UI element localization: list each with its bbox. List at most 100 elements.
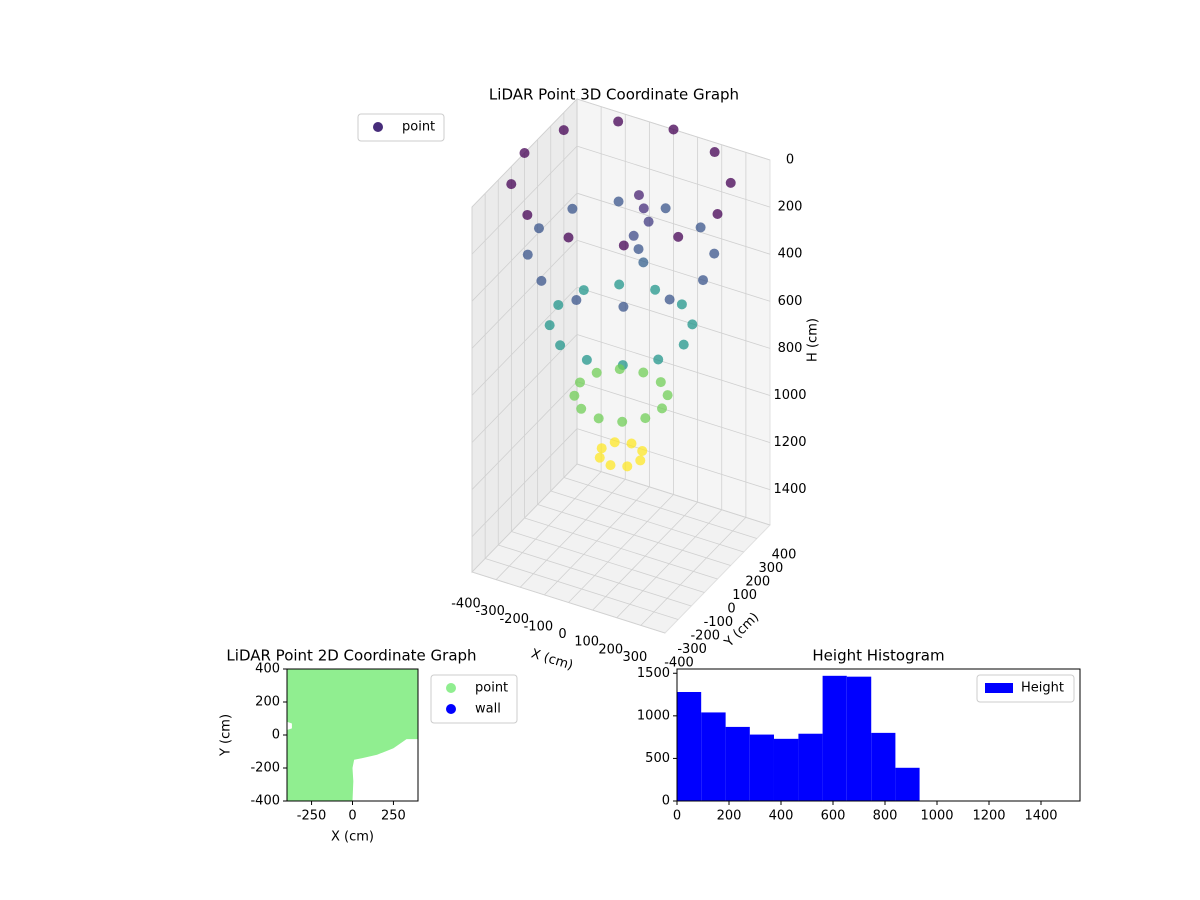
point bbox=[668, 124, 679, 135]
grid-line bbox=[576, 192, 771, 255]
grid-line bbox=[576, 145, 771, 208]
x-axis-label: X (cm) bbox=[331, 830, 374, 845]
x-tick-label: 200 bbox=[717, 809, 742, 824]
y-tick-label: 500 bbox=[645, 751, 670, 766]
point bbox=[609, 437, 620, 448]
point bbox=[596, 443, 607, 454]
point bbox=[650, 284, 661, 295]
point bbox=[657, 403, 668, 414]
grid-line bbox=[576, 334, 771, 396]
point bbox=[653, 354, 664, 365]
z-tick-label: 1000 bbox=[773, 388, 806, 403]
point bbox=[638, 257, 649, 268]
point bbox=[662, 390, 673, 401]
legend-marker bbox=[373, 122, 383, 132]
y-tick-label: -300 bbox=[677, 642, 707, 657]
z-tick-label: 600 bbox=[778, 294, 803, 309]
point bbox=[687, 319, 698, 330]
legend-label: wall bbox=[475, 702, 501, 717]
x-tick-label: -200 bbox=[499, 612, 529, 627]
bar bbox=[677, 691, 702, 801]
point bbox=[614, 364, 625, 375]
point bbox=[576, 403, 587, 414]
point bbox=[553, 299, 564, 310]
grid-line bbox=[471, 240, 578, 349]
point bbox=[605, 460, 616, 471]
legend-marker bbox=[446, 704, 456, 714]
y-tick-label: 400 bbox=[255, 662, 280, 677]
point bbox=[533, 223, 544, 234]
z-tick-label: 200 bbox=[778, 200, 803, 215]
legend-frame bbox=[976, 674, 1075, 703]
z-tick-label: 1400 bbox=[773, 482, 806, 497]
grid-line bbox=[471, 192, 578, 302]
grid-line bbox=[524, 517, 718, 580]
point bbox=[633, 190, 644, 201]
point bbox=[709, 248, 720, 259]
z-tick-label: 1200 bbox=[773, 435, 806, 450]
point bbox=[643, 216, 654, 227]
y-tick-label: 1000 bbox=[637, 708, 670, 723]
y-axis-label: Y (cm) bbox=[219, 714, 234, 757]
x-tick-label: 250 bbox=[381, 809, 406, 824]
x-tick-label: -300 bbox=[475, 604, 505, 619]
legend-label: point bbox=[475, 681, 508, 696]
y-tick-label: 400 bbox=[772, 548, 797, 563]
point bbox=[638, 203, 649, 214]
x-tick-label: 1000 bbox=[920, 809, 953, 824]
bar bbox=[822, 675, 847, 801]
bar bbox=[773, 738, 799, 801]
point bbox=[614, 279, 625, 290]
grid-line bbox=[563, 477, 757, 539]
grid-line bbox=[550, 490, 744, 553]
y-tick-label: -400 bbox=[664, 656, 694, 671]
bar bbox=[725, 726, 750, 801]
bar bbox=[871, 732, 896, 801]
point bbox=[574, 377, 585, 388]
legend-marker bbox=[446, 683, 456, 693]
point bbox=[571, 295, 582, 306]
point bbox=[613, 196, 624, 207]
bar bbox=[749, 734, 774, 801]
point bbox=[555, 340, 566, 351]
point bbox=[678, 339, 689, 350]
chart-title: Height Histogram bbox=[812, 647, 944, 665]
y-tick-label: 0 bbox=[272, 728, 280, 743]
point bbox=[618, 240, 629, 251]
x-tick-label: 300 bbox=[622, 650, 647, 665]
x-tick-label: 800 bbox=[873, 809, 898, 824]
x-tick-label: 600 bbox=[821, 809, 846, 824]
grid-line bbox=[498, 544, 692, 607]
point bbox=[617, 416, 628, 427]
x-tick-label: 1400 bbox=[1024, 809, 1057, 824]
x-tick-label: 0 bbox=[348, 809, 356, 824]
axes-frame bbox=[676, 668, 1081, 802]
x-tick-label: -400 bbox=[451, 597, 481, 612]
point bbox=[698, 275, 709, 286]
y-tick-label: 300 bbox=[758, 561, 783, 576]
point bbox=[709, 147, 720, 158]
point bbox=[563, 232, 574, 243]
x-tick-label: -100 bbox=[524, 619, 554, 634]
point bbox=[640, 413, 651, 424]
grid-line bbox=[576, 239, 771, 302]
point bbox=[655, 377, 666, 388]
point bbox=[522, 249, 533, 260]
y-tick-label: 1500 bbox=[637, 666, 670, 681]
point bbox=[613, 116, 624, 127]
point bbox=[638, 367, 649, 378]
point bbox=[578, 285, 589, 296]
point bbox=[633, 244, 644, 255]
grid-line bbox=[485, 558, 679, 620]
point-region bbox=[287, 669, 418, 801]
point bbox=[695, 222, 706, 233]
x-tick-label: 100 bbox=[574, 635, 599, 650]
point bbox=[536, 275, 547, 286]
point bbox=[628, 230, 639, 241]
y-tick-label: 0 bbox=[727, 602, 735, 617]
point bbox=[626, 438, 637, 449]
bar bbox=[846, 676, 872, 801]
y-tick-label: 0 bbox=[662, 794, 670, 809]
grid-line bbox=[576, 381, 771, 443]
